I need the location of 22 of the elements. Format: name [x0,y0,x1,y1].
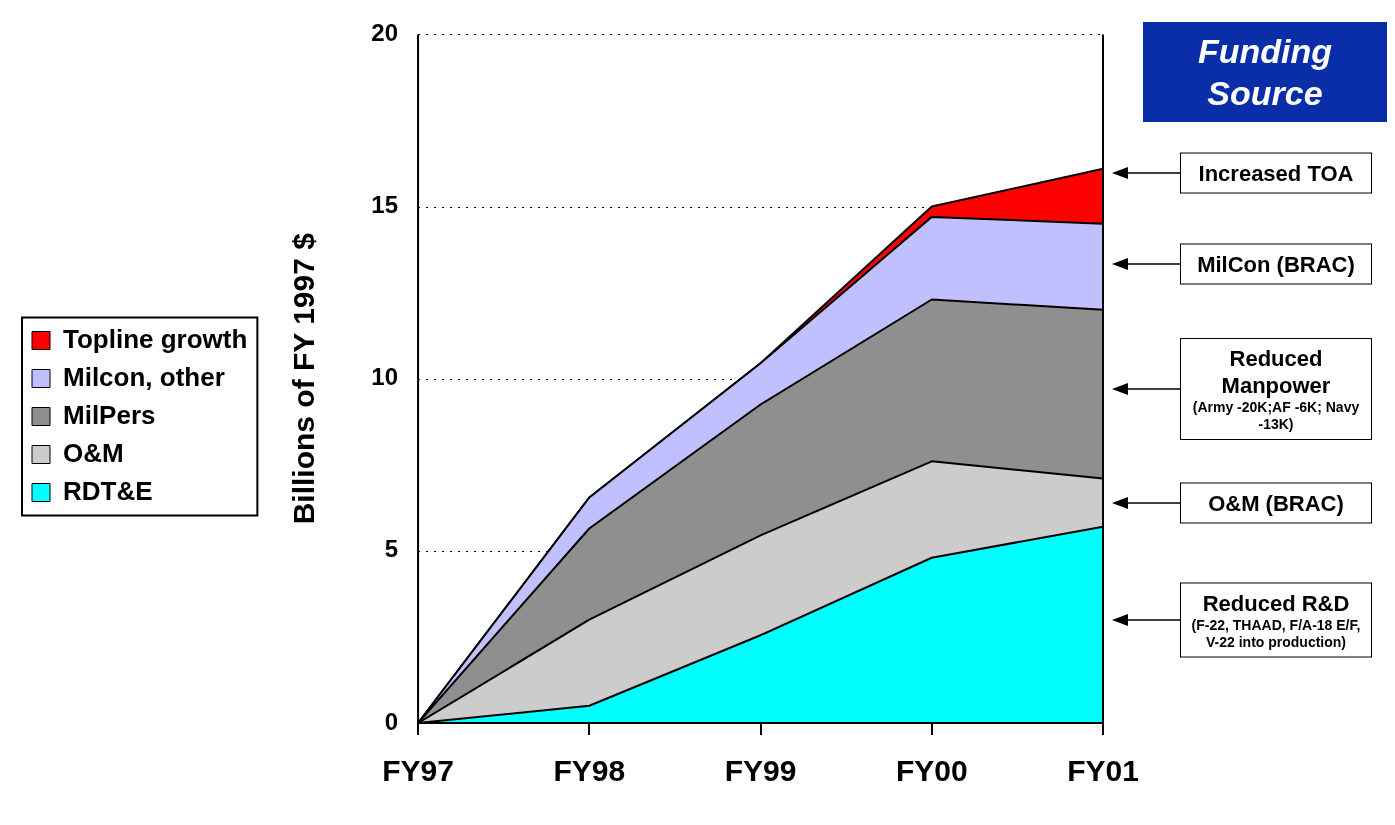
text: MilCon (BRAC) [1196,250,1356,278]
text: Funding Source [1143,22,1387,122]
text: O&M (BRAC) [1207,489,1345,517]
y-axis-title: Billions of FY 1997 $ [286,232,320,525]
y-tick-label: 0 [384,707,399,735]
legend-label: Milcon, other [63,361,225,392]
y-tick-label: 10 [371,363,399,391]
legend-label: RDT&E [63,475,153,506]
x-tick-label: FY99 [724,754,797,788]
text: Reduced R&D (F-22, THAAD, F/A-18 E/F, V-22 into production) [1190,589,1362,651]
legend-label: O&M [63,437,124,468]
legend-label: Topline growth [63,323,248,354]
text: Reduced Manpower (Army -20K;AF -6K; Navy -13K) [1191,345,1361,433]
x-tick-label: FY01 [1067,754,1139,788]
y-tick-label: 15 [371,191,399,219]
x-tick-label: FY00 [895,754,968,788]
y-tick-label: 20 [371,19,399,47]
y-tick-label: 5 [384,535,399,563]
legend-label: MilPers [63,399,156,430]
text: Increased TOA [1197,159,1355,187]
x-tick-label: FY97 [382,754,454,788]
x-tick-label: FY98 [553,754,626,788]
